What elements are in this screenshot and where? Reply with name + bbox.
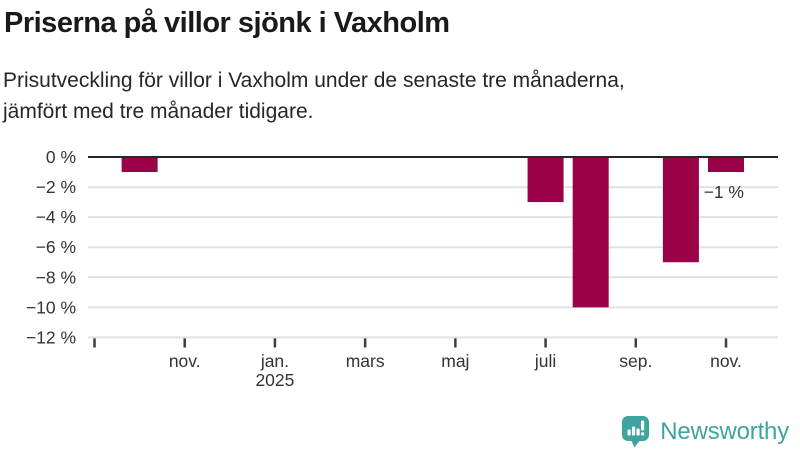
x-axis-tick-label: nov. — [710, 351, 742, 371]
last-bar-value-label: −1 % — [704, 182, 744, 202]
x-axis-tick-label: jan. — [260, 351, 289, 371]
x-axis-tick-label: maj — [441, 351, 469, 371]
y-axis-tick-label: −4 % — [36, 207, 76, 227]
bar-okt-2024 — [121, 157, 158, 173]
y-axis-tick-label: −12 % — [26, 327, 76, 347]
y-axis-tick-label: −8 % — [36, 267, 76, 287]
x-axis-tick-label: sep. — [619, 351, 652, 371]
y-axis-tick-label: −2 % — [36, 177, 76, 197]
chart-title: Priserna på villor sjönk i Vaxholm — [4, 7, 450, 39]
bar-okt-2025 — [662, 157, 699, 263]
x-axis-tick-label: nov. — [169, 351, 201, 371]
bar-chart-svg: 0 % −2 % −4 % −6 % −8 % −10 % −12 % nov. jan.202… — [26, 147, 778, 390]
x-axis-year-label: 2025 — [255, 370, 294, 390]
newsworthy-wordmark: Newsworthy — [660, 418, 789, 445]
newsworthy-bubble-chart-icon — [622, 416, 650, 448]
chart-subtitle-line-2: jämfört med tre månader tidigare. — [3, 99, 314, 123]
bar-aug-2025 — [572, 157, 609, 308]
bar-nov-2025 — [707, 157, 744, 173]
bar-juli-2025 — [527, 157, 564, 203]
y-axis-tick-label: 0 % — [46, 147, 76, 167]
chart-subtitle: Prisutveckling för villor i Vaxholm unde… — [3, 66, 773, 127]
y-axis-tick-label: −6 % — [36, 237, 76, 257]
x-axis-tick-label: mars — [346, 351, 385, 371]
x-axis-tick-label: juli — [534, 351, 556, 371]
bar-chart: 0 % −2 % −4 % −6 % −8 % −10 % −12 % nov. jan. 202… — [0, 140, 800, 410]
y-axis-tick-label: −10 % — [26, 297, 76, 317]
newsworthy-logo: Newsworthy — [621, 415, 789, 449]
chart-subtitle-line-1: Prisutveckling för villor i Vaxholm unde… — [3, 69, 625, 92]
